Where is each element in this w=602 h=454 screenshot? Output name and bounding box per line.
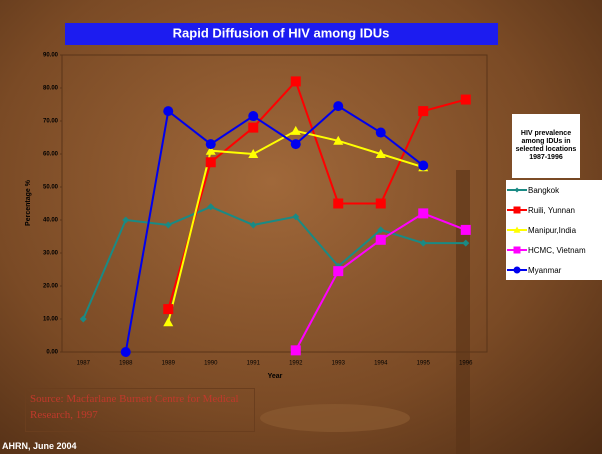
y-tick-label: 90.00: [43, 53, 59, 59]
x-tick-label: 1988: [119, 361, 133, 367]
marker: [460, 224, 471, 235]
series-line: [124, 104, 424, 353]
y-tick-label: 80.00: [43, 86, 59, 92]
marker: [163, 106, 174, 117]
legend: Bangkok Ruili, Yunnan Manipur,India HCMC, V…: [506, 180, 602, 280]
x-tick-label: 1990: [204, 361, 218, 367]
legend-swatch: [507, 187, 527, 193]
marker: [205, 157, 216, 168]
legend-title: HIV prevalence among IDUs in selected lo…: [512, 114, 580, 178]
marker: [249, 221, 257, 229]
marker: [333, 198, 344, 209]
series-line: [82, 205, 466, 320]
marker: [419, 239, 427, 247]
marker: [79, 315, 87, 323]
y-tick-label: 10.00: [43, 317, 59, 323]
marker: [290, 76, 301, 87]
marker: [513, 246, 521, 254]
marker: [513, 206, 521, 214]
x-tick-label: 1991: [247, 361, 261, 367]
legend-swatch: [507, 226, 527, 233]
legend-label: HCMC, Vietnam: [528, 245, 586, 255]
plot-area: [61, 54, 488, 353]
marker: [462, 239, 470, 247]
legend-entry: Myanmar: [506, 260, 602, 280]
marker: [513, 226, 521, 233]
x-tick-label: 1989: [162, 361, 176, 367]
marker: [163, 304, 174, 315]
marker: [248, 149, 259, 158]
decoration: [260, 404, 410, 432]
marker: [292, 213, 300, 221]
marker: [418, 208, 429, 219]
marker: [205, 145, 216, 155]
y-tick-label: 60.00: [43, 152, 59, 158]
marker: [377, 226, 385, 234]
marker: [164, 221, 172, 229]
y-tick-label: 30.00: [43, 251, 59, 257]
marker: [333, 266, 344, 277]
marker: [248, 122, 259, 133]
marker: [120, 347, 131, 357]
x-tick-label: 1995: [417, 361, 431, 367]
y-tick-label: 70.00: [43, 119, 59, 125]
legend-entry: Bangkok: [506, 180, 602, 200]
marker: [375, 127, 386, 138]
marker: [205, 139, 216, 150]
legend-entry: HCMC, Vietnam: [506, 240, 602, 260]
legend-label: Bangkok: [528, 185, 560, 195]
marker: [375, 149, 386, 158]
x-tick-label: 1992: [289, 361, 303, 367]
footer: AHRN, June 2004: [2, 441, 77, 451]
legend-swatch: [507, 206, 527, 214]
marker: [514, 187, 520, 193]
legend-swatch: [507, 266, 527, 274]
marker: [207, 203, 215, 211]
x-axis-label: Year: [268, 373, 283, 380]
y-axis-label: Percentage %: [25, 179, 32, 226]
marker: [333, 135, 344, 145]
marker: [290, 125, 301, 135]
marker: [290, 139, 301, 150]
legend-entry: Ruili, Yunnan: [506, 200, 602, 220]
marker: [375, 198, 386, 209]
marker: [418, 160, 429, 171]
marker: [163, 317, 174, 327]
marker: [122, 216, 130, 224]
marker: [460, 94, 471, 105]
y-tick-label: 20.00: [43, 284, 59, 290]
y-tick-label: 40.00: [43, 218, 59, 224]
marker: [290, 345, 301, 356]
series-line: [294, 212, 467, 351]
x-tick-label: 1987: [77, 361, 91, 367]
marker: [418, 106, 429, 117]
marker: [248, 111, 259, 122]
x-tick-label: 1996: [459, 361, 473, 367]
legend-swatch: [507, 246, 527, 254]
y-tick-label: 50.00: [43, 185, 59, 191]
chart-title: Rapid Diffusion of HIV among IDUs: [173, 25, 390, 40]
y-tick-label: 0.00: [46, 350, 58, 356]
marker: [333, 101, 344, 112]
series-line: [167, 79, 467, 310]
source-note: Source: Macfarlane Burnett Centre for Me…: [25, 388, 255, 432]
title-bar: [65, 23, 498, 45]
marker: [375, 234, 386, 245]
legend-entry: Manipur,India: [506, 220, 602, 240]
legend-label: Ruili, Yunnan: [528, 205, 575, 215]
marker: [513, 266, 521, 274]
x-tick-label: 1993: [332, 361, 346, 367]
legend-label: Manipur,India: [528, 225, 577, 235]
decoration: [456, 170, 470, 454]
legend-label: Myanmar: [528, 265, 562, 275]
x-tick-label: 1994: [374, 361, 388, 367]
